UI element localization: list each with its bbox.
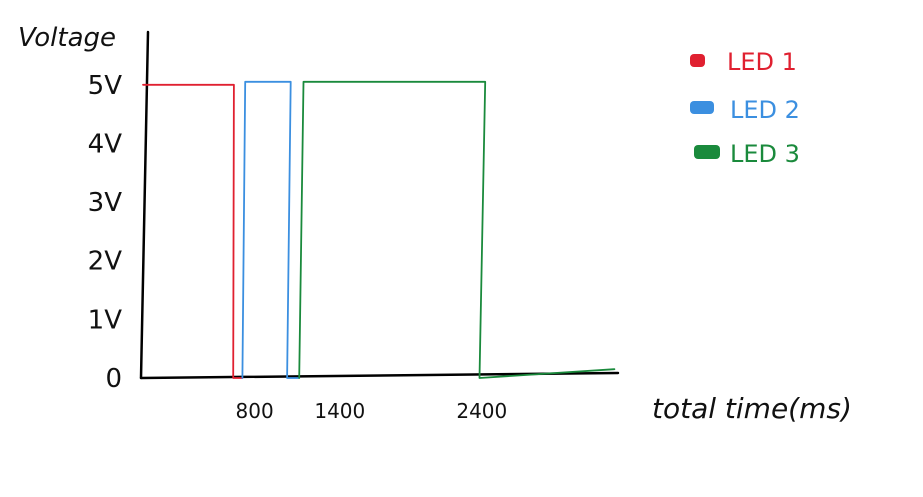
y-tick-label: 5V: [88, 71, 123, 101]
legend-item-led-1: LED 1: [690, 48, 797, 76]
y-tick-label: 4V: [88, 129, 123, 159]
y-tick-label: 1V: [88, 305, 123, 335]
legend-label-led-2: LED 2: [730, 96, 800, 124]
legend-item-led-2: LED 2: [690, 96, 800, 124]
legend-swatch-led-3: [694, 145, 720, 159]
legend: LED 1 LED 2 LED 3: [690, 48, 800, 168]
legend-label-led-3: LED 3: [730, 140, 800, 168]
y-axis-title: Voltage: [18, 23, 116, 53]
y-axis-line: [139, 30, 150, 380]
series-line-led-1: [142, 83, 244, 379]
series-line-led-2: [241, 80, 301, 379]
x-tick-label: 800: [236, 399, 274, 423]
y-tick-labels: 0 1V 2V 3V 4V 5V: [88, 71, 123, 394]
x-tick-labels: 800 1400 2400: [236, 399, 508, 423]
y-tick-label: 2V: [88, 247, 123, 277]
y-tick-label: 3V: [88, 188, 123, 218]
x-tick-label: 2400: [456, 399, 507, 423]
x-tick-label: 1400: [314, 399, 365, 423]
series-lines: [142, 80, 616, 379]
legend-item-led-3: LED 3: [694, 140, 800, 168]
legend-swatch-led-2: [690, 101, 714, 114]
x-axis-title: total time(ms): [652, 392, 852, 425]
series-line-led-3: [298, 80, 616, 379]
y-axis: [139, 30, 150, 380]
legend-swatch-led-1: [690, 54, 705, 67]
legend-label-led-1: LED 1: [727, 48, 797, 76]
y-tick-label: 0: [105, 364, 122, 394]
